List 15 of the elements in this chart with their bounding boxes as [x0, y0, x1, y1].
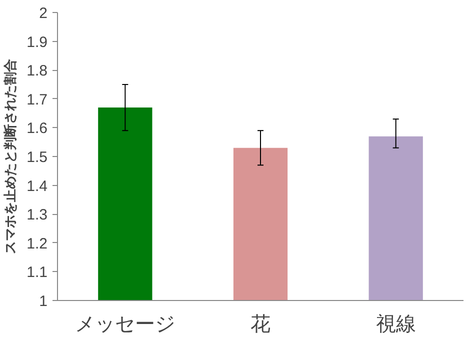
- y-tick-label: 1.6: [26, 120, 48, 138]
- y-tick-label: 1.9: [26, 34, 48, 51]
- y-tick-label: 1.4: [26, 178, 48, 195]
- y-tick-label: 1.7: [26, 91, 48, 108]
- y-tick-label: 1.1: [26, 264, 48, 282]
- y-tick-label: 2: [39, 5, 48, 22]
- x-tick-label: 花: [250, 312, 270, 336]
- y-tick-label: 1.5: [26, 149, 48, 166]
- y-tick-label: 1.8: [26, 62, 48, 80]
- y-tick-label: 1.3: [26, 206, 48, 224]
- y-tick-label: 1: [39, 293, 48, 310]
- y-axis-title: スマホを止めたと判断された割合: [2, 59, 19, 254]
- x-tick-label: 視線: [376, 312, 416, 336]
- y-tick-label: 1.2: [26, 235, 48, 252]
- x-tick-label: メッセージ: [75, 312, 176, 336]
